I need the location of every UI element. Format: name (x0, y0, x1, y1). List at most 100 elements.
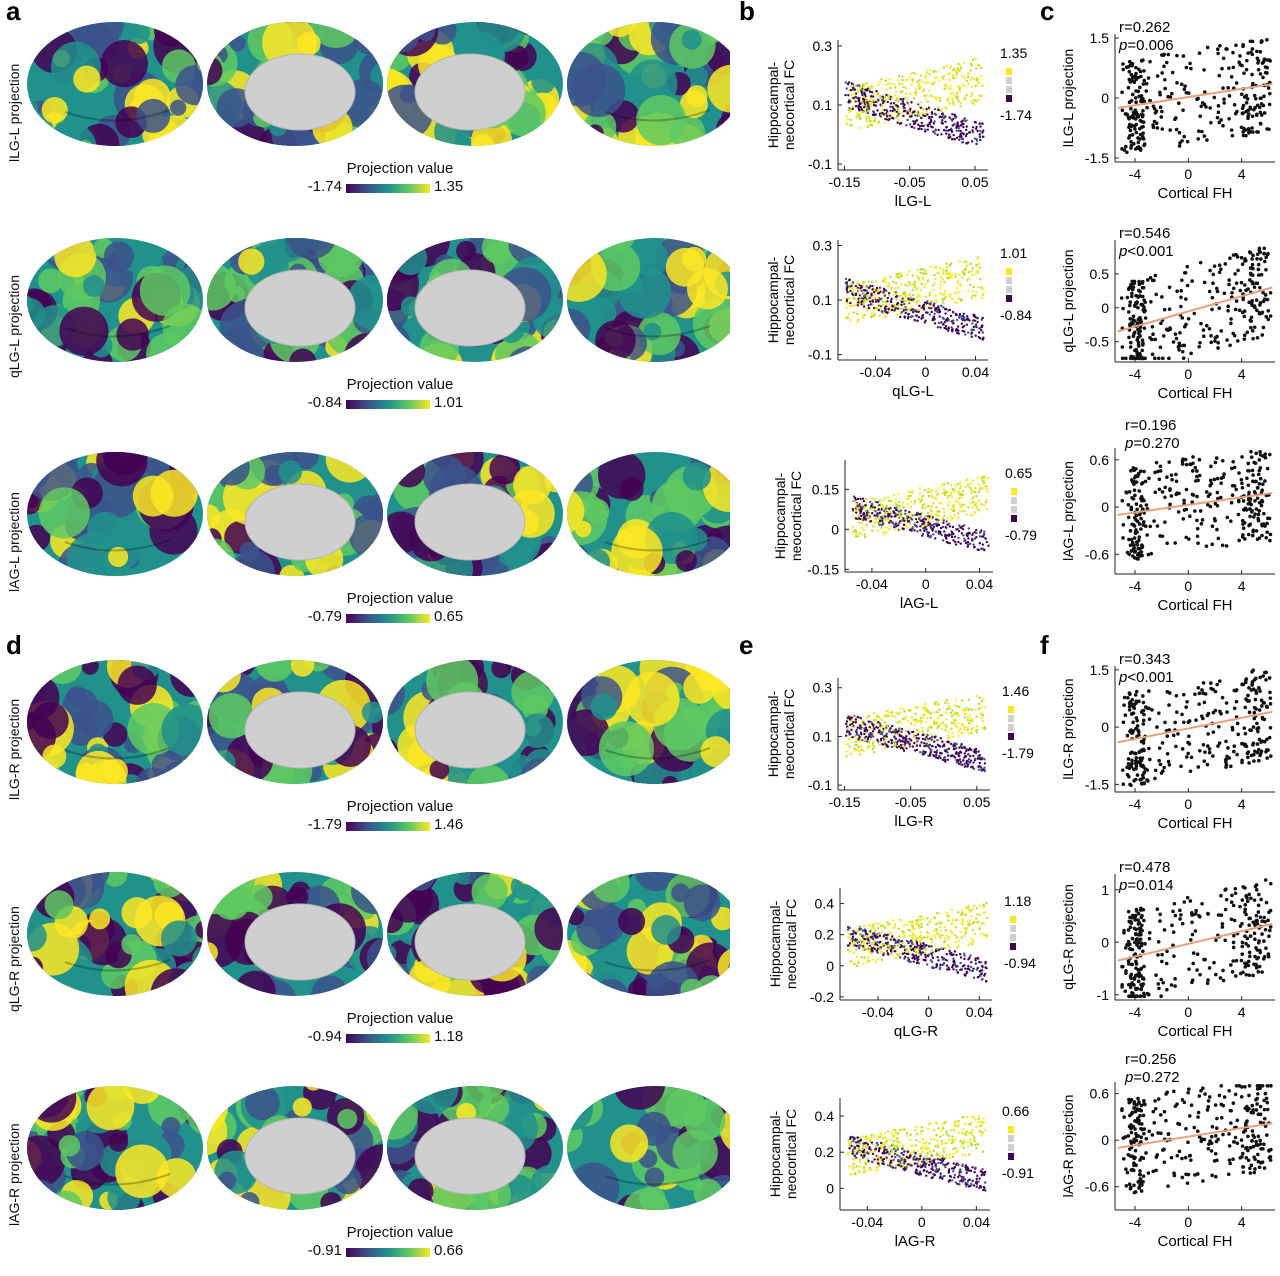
fc-point (883, 279, 885, 281)
fc-point (907, 949, 909, 951)
fc-point (950, 534, 952, 536)
fc-point (899, 1129, 901, 1131)
fh-point (1142, 137, 1146, 141)
x-tick-label: -0.04 (860, 364, 892, 380)
fh-point (1158, 93, 1162, 97)
fc-point (938, 322, 940, 324)
fc-point (984, 762, 986, 764)
fc-point (856, 749, 858, 751)
fc-point (938, 97, 940, 99)
fc-point (902, 745, 904, 747)
fc-point (902, 115, 904, 117)
fc-point (965, 1164, 967, 1166)
fc-point (979, 535, 981, 537)
fc-point (893, 83, 895, 85)
fc-point (926, 69, 928, 71)
fc-point (895, 1164, 897, 1166)
fc-point (979, 139, 981, 141)
fh-point (1174, 332, 1178, 336)
fc-point (880, 739, 882, 741)
fc-point (923, 936, 925, 938)
fh-point (1154, 293, 1158, 297)
fc-point (871, 281, 873, 283)
fh-point (1255, 50, 1259, 54)
fh-point (1260, 333, 1264, 337)
fh-point (1137, 344, 1141, 348)
fc-point (910, 306, 912, 308)
fc-point (936, 739, 938, 741)
fc-point (922, 81, 924, 83)
fc-point (913, 1157, 915, 1159)
fc-point (956, 74, 958, 76)
fh-point (1227, 117, 1231, 121)
fh-point (1175, 337, 1179, 341)
y-tick-label: 0.1 (813, 97, 833, 113)
fc-point (962, 1128, 964, 1130)
fc-point (964, 510, 966, 512)
fc-point (934, 703, 936, 705)
fc-point (946, 741, 948, 743)
fh-point (1226, 305, 1230, 309)
fc-point (893, 512, 895, 514)
fc-point (978, 765, 980, 767)
fc-point (870, 928, 872, 930)
fc-point (905, 312, 907, 314)
fc-point (871, 285, 873, 287)
fc-point (909, 108, 911, 110)
fc-point (959, 493, 961, 495)
fc-point (979, 1125, 981, 1127)
fc-point (919, 125, 921, 127)
fc-point (913, 127, 915, 129)
fc-point (921, 504, 923, 506)
fc-point (862, 721, 864, 723)
fc-point (978, 754, 980, 756)
fc-point (937, 1162, 939, 1164)
legend-swatch (1008, 1126, 1014, 1133)
x-tick-label: -0.15 (829, 174, 861, 190)
fc-point (929, 300, 931, 302)
fc-point (860, 745, 862, 747)
fc-point (948, 968, 950, 970)
fc-point (862, 281, 864, 283)
fc-point (909, 123, 911, 125)
fc-point (959, 931, 961, 933)
fc-point (922, 738, 924, 740)
fc-point (844, 297, 846, 299)
y-tick-label: 0.1 (813, 292, 833, 308)
fc-point (956, 726, 958, 728)
fc-point (883, 1158, 885, 1160)
fc-point (976, 913, 978, 915)
fc-point (946, 915, 948, 917)
fc-point (884, 99, 886, 101)
fc-point (951, 1142, 953, 1144)
fc-point (908, 490, 910, 492)
fc-point (956, 319, 958, 321)
fc-point (900, 731, 902, 733)
fc-point (925, 524, 927, 526)
fc-point (923, 1169, 925, 1171)
fc-point (848, 745, 850, 747)
fc-point (911, 78, 913, 80)
fc-point (978, 905, 980, 907)
fc-point (963, 973, 965, 975)
fh-point (1178, 331, 1182, 335)
fc-point (866, 959, 868, 961)
legend-swatch (1011, 515, 1017, 522)
fh-point (1242, 134, 1246, 138)
fc-point (933, 740, 935, 742)
fc-point (934, 108, 936, 110)
fc-point (966, 80, 968, 82)
fc-point (894, 94, 896, 96)
fc-point (888, 1152, 890, 1154)
fc-point (862, 513, 864, 515)
fc-point (850, 305, 852, 307)
fc-point (884, 742, 886, 744)
fc-point (952, 526, 954, 528)
fc-point (929, 737, 931, 739)
fc-point (877, 84, 879, 86)
fc-point (961, 532, 963, 534)
fc-point (852, 952, 854, 954)
fc-point (949, 515, 951, 517)
fh-point (1121, 109, 1125, 113)
fh-point (1259, 72, 1263, 76)
